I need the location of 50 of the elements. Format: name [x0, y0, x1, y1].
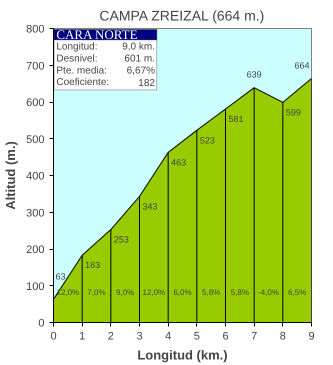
annotation: 9,0 km. [122, 42, 155, 53]
annotation: 182 [138, 78, 156, 90]
annotation: 5,8% [230, 288, 249, 297]
data-label: 63 [56, 271, 66, 282]
x-tick-label: 5 [194, 330, 200, 342]
x-tick-label: 9 [308, 330, 315, 342]
annotation: 7,0% [87, 288, 106, 297]
data-label: 463 [171, 157, 186, 168]
x-tick-label: 0 [50, 330, 57, 342]
x-tick-label: 1 [79, 330, 86, 342]
annotation: Desnivel: [56, 54, 98, 65]
x-tick-label: 3 [136, 330, 143, 342]
data-label: 183 [85, 260, 100, 270]
annotation: Longitud: [56, 42, 98, 53]
x-tick-label: 8 [280, 330, 286, 342]
x-tick-label: 2 [108, 330, 114, 342]
annotation: CARA NORTE [56, 27, 138, 42]
data-label: 253 [114, 234, 129, 245]
y-tick-label: 500 [26, 134, 45, 146]
y-tick-label: 0 [38, 318, 45, 330]
x-tick-label: 6 [222, 330, 229, 342]
x-tick-label: 7 [251, 330, 258, 342]
data-label: 664 [294, 60, 310, 70]
chart-title: CAMPA ZREIZAL (664 m.) [99, 8, 264, 24]
x-tick-label: 4 [165, 330, 172, 342]
annotation: 12,0% [142, 288, 166, 297]
annotation: 6,0% [173, 288, 192, 297]
annotation: 6,5% [288, 288, 306, 297]
y-tick-label: 700 [26, 60, 45, 72]
annotation: 12,0% [56, 288, 80, 297]
data-label: 599 [286, 107, 301, 118]
y-axis-title: Altitud (m.) [3, 141, 18, 210]
annotation: Pte. media: [56, 65, 107, 76]
annotation: 6,67% [126, 65, 156, 76]
y-tick-label: 400 [26, 170, 45, 182]
data-label: 523 [200, 135, 215, 146]
y-tick-label: 200 [26, 244, 45, 256]
data-label: 343 [142, 201, 158, 212]
data-label: 581 [228, 114, 244, 124]
x-axis-title: Longitud (km.) [137, 348, 228, 362]
annotation: 9,0% [116, 288, 134, 297]
y-tick-label: 600 [26, 97, 45, 109]
y-tick-label: 300 [26, 207, 45, 220]
annotation: -4,0% [258, 288, 279, 297]
data-label: 639 [246, 70, 262, 80]
annotation: 5,8% [202, 288, 220, 297]
annotation: 601 m. [124, 54, 155, 65]
y-tick-label: 100 [26, 280, 45, 293]
y-tick-label: 800 [26, 24, 45, 36]
annotation: Coeficiente: [56, 77, 110, 88]
